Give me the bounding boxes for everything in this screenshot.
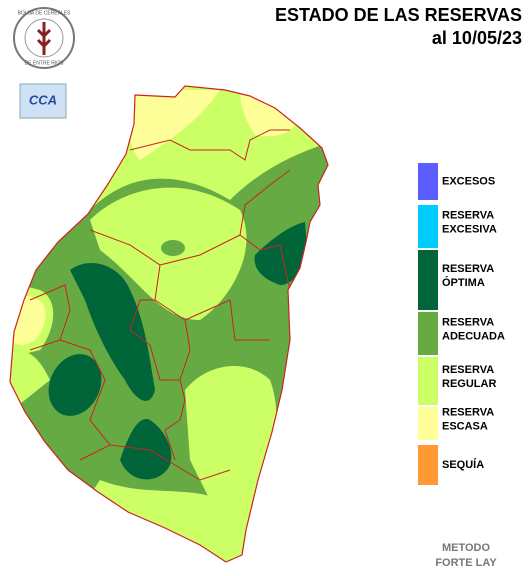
logo-inner [24, 18, 64, 58]
legend-label: ESCASA [442, 420, 488, 432]
legend-label: RESERVA [442, 364, 494, 376]
legend-label: EXCESIVA [442, 223, 497, 235]
logo-bottom: DE ENTRE RIOS [25, 60, 65, 66]
logo-wheat [36, 22, 52, 55]
method-line: FORTE LAY [435, 557, 497, 569]
logo-top: BOLSA DE CEREALES [18, 10, 71, 16]
legend-label: RESERVA [442, 209, 494, 221]
legend-label: EXCESOS [442, 175, 495, 187]
legend-label: RESERVA [442, 406, 494, 418]
legend-swatch [418, 407, 438, 440]
legend: EXCESOSRESERVAEXCESIVARESERVAÓPTIMARESER… [418, 163, 505, 485]
legend-label: ÓPTIMA [442, 276, 485, 289]
logo: BOLSA DE CEREALES DE ENTRE RIOS CCA [13, 7, 75, 119]
legend-swatch [418, 250, 438, 310]
legend-label: RESERVA [442, 316, 494, 328]
badge [19, 83, 67, 119]
legend-label: ADECUADA [442, 330, 505, 342]
title: ESTADO DE LAS RESERVAS [275, 5, 522, 25]
method-line: METODO [442, 542, 491, 554]
legend-swatch [418, 357, 438, 405]
legend-swatch [418, 312, 438, 355]
badge-text: CCA [29, 92, 57, 107]
legend-label: RESERVA [442, 263, 494, 275]
legend-swatch [418, 205, 438, 248]
legend-label: REGULAR [442, 378, 496, 390]
legend-label: SEQUÍA [442, 458, 484, 471]
legend-swatch [418, 163, 438, 200]
province-border [9, 85, 329, 563]
date: al 10/05/23 [432, 28, 522, 48]
legend-swatch [418, 445, 438, 485]
